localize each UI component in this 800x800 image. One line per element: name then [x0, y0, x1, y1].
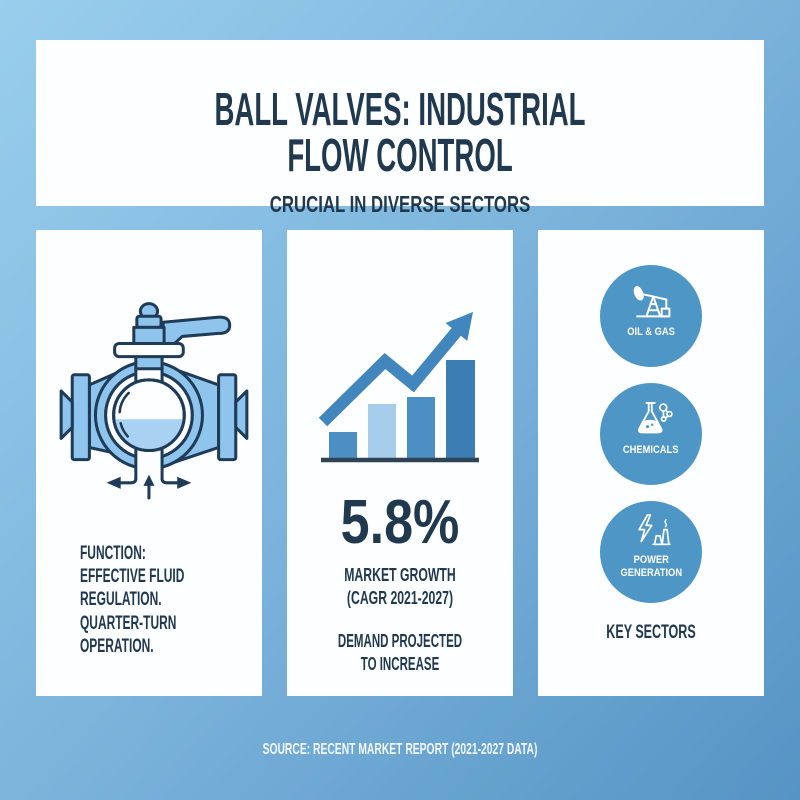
sector-item-power-generation: POWER GENERATION [600, 501, 702, 603]
function-card: FUNCTION: EFFECTIVE FLUID REGULATION. QU… [36, 230, 262, 696]
power-plant-icon [638, 514, 671, 546]
valve-right-flange [217, 373, 238, 462]
sector-label: CHEMICALS [623, 444, 679, 456]
sector-item-oil-gas: OIL & GAS [600, 265, 702, 367]
page-subtitle: CRUCIAL IN DIVERSE SECTORS [269, 191, 531, 217]
bar-1 [329, 432, 357, 458]
bar-4 [446, 360, 475, 458]
bar-3 [407, 397, 435, 458]
oil-pump-jack-icon [633, 286, 671, 318]
valve-left-flange [70, 373, 91, 462]
chemical-flask-icon [638, 401, 673, 434]
growth-card: 5.8% MARKET GROWTH (CAGR 2021-2027) DEMA… [287, 230, 513, 696]
stat-value: 5.8% [340, 488, 460, 557]
source-footer: SOURCE: RECENT MARKET REPORT (2021-2027 … [262, 741, 538, 758]
valve-liquid [113, 419, 184, 450]
function-caption: FUNCTION: EFFECTIVE FLUID REGULATION. QU… [80, 543, 185, 657]
key-sectors-caption: KEY SECTORS [606, 622, 696, 643]
growth-bar-chart [318, 312, 479, 463]
sector-item-chemicals: CHEMICALS [600, 383, 702, 485]
header-card: BALL VALVES: INDUSTRIAL FLOW CONTROL CRU… [36, 40, 764, 216]
trend-arrow-icon [318, 312, 473, 427]
stat-note: DEMAND PROJECTED TO INCREASE [337, 631, 463, 675]
page-title: BALL VALVES: INDUSTRIAL FLOW CONTROL [214, 83, 586, 181]
lightning-bolt-icon [638, 514, 653, 543]
stat-label: MARKET GROWTH (CAGR 2021-2027) [344, 565, 456, 609]
sector-label: OIL & GAS [627, 326, 675, 338]
bar-2 [368, 404, 396, 458]
flow-arrows-icon [106, 474, 192, 500]
valve-handle [161, 315, 232, 349]
ball-valve-illustration [59, 302, 249, 500]
sector-label: POWER GENERATION [620, 554, 682, 580]
sectors-card: OIL & GAS CHEMICALS [538, 230, 764, 696]
